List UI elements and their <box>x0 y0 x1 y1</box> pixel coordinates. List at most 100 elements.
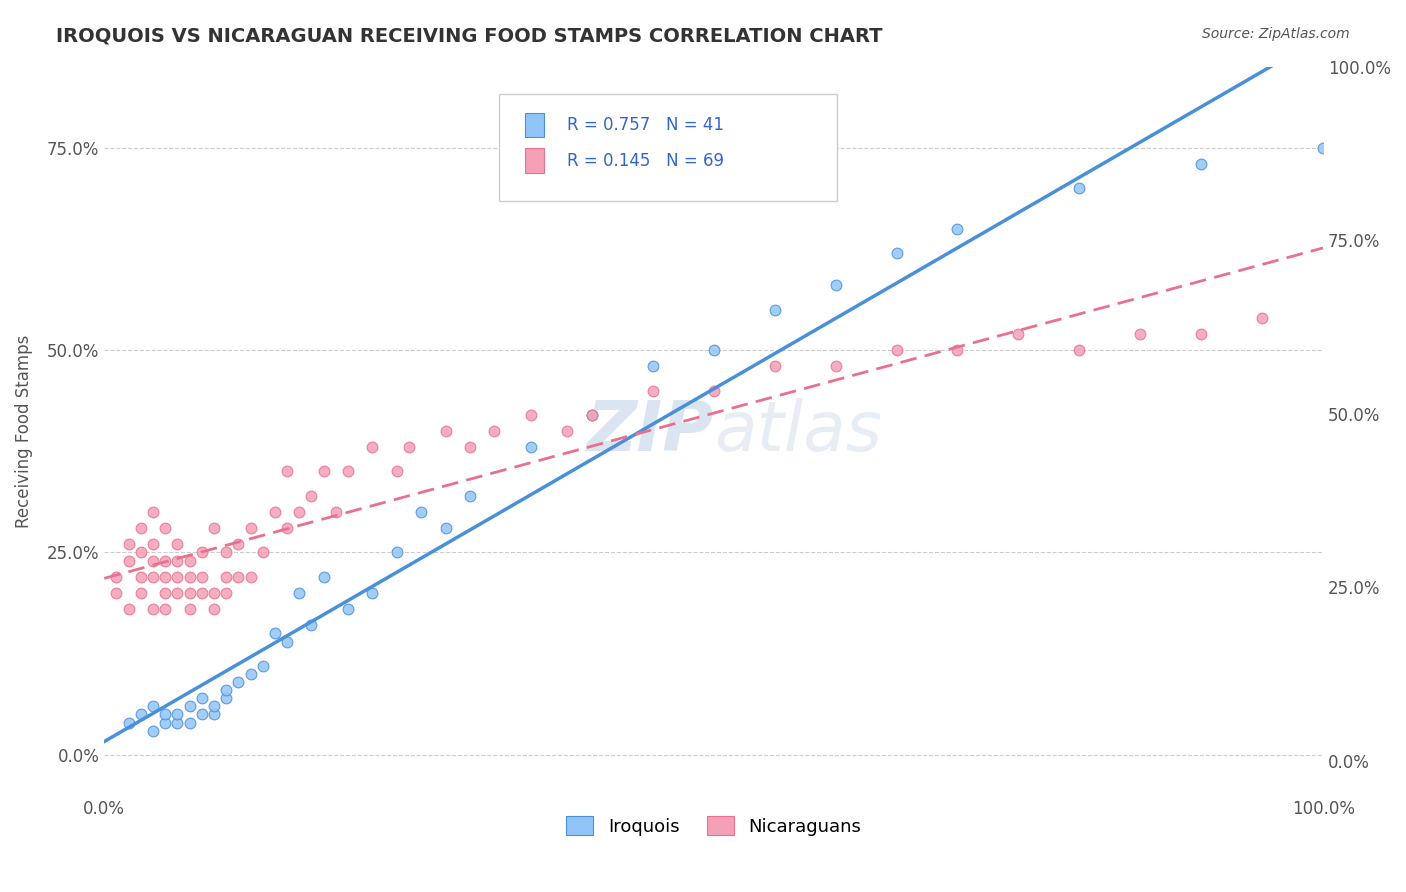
Point <box>191 570 214 584</box>
Point <box>520 440 543 454</box>
Point <box>117 602 139 616</box>
Point <box>228 675 250 690</box>
Point <box>202 521 225 535</box>
Point <box>153 586 176 600</box>
Point <box>239 667 262 681</box>
Point <box>312 570 335 584</box>
Point <box>215 545 238 559</box>
Point <box>179 570 201 584</box>
Point <box>264 505 287 519</box>
Point <box>166 707 188 722</box>
Point <box>179 602 201 616</box>
Point <box>166 553 188 567</box>
Point <box>166 586 188 600</box>
Point <box>202 602 225 616</box>
Point <box>239 570 262 584</box>
Point <box>824 278 846 293</box>
Text: R = 0.757   N = 41: R = 0.757 N = 41 <box>567 116 724 134</box>
Point <box>276 465 298 479</box>
Point <box>179 715 201 730</box>
Point <box>385 465 408 479</box>
Point <box>763 359 786 374</box>
Legend: Iroquois, Nicaraguans: Iroquois, Nicaraguans <box>557 807 870 845</box>
Point <box>105 586 128 600</box>
Point <box>153 715 176 730</box>
Point <box>946 343 969 357</box>
Point <box>641 384 664 398</box>
Point <box>129 521 152 535</box>
Point <box>191 586 214 600</box>
Point <box>252 658 274 673</box>
Text: ZIP: ZIP <box>586 398 714 465</box>
Point <box>361 440 384 454</box>
Point <box>191 545 214 559</box>
Text: atlas: atlas <box>714 398 882 465</box>
Point <box>337 602 360 616</box>
Point <box>142 553 165 567</box>
Point <box>202 586 225 600</box>
Point <box>361 586 384 600</box>
Point <box>142 699 165 714</box>
Point <box>129 545 152 559</box>
Point <box>153 707 176 722</box>
Point <box>252 545 274 559</box>
Point <box>142 723 165 738</box>
Point <box>179 553 201 567</box>
Y-axis label: Receiving Food Stamps: Receiving Food Stamps <box>15 334 32 528</box>
Point <box>581 408 603 422</box>
Text: R = 0.145   N = 69: R = 0.145 N = 69 <box>567 152 724 169</box>
Point <box>824 359 846 374</box>
Point <box>641 359 664 374</box>
Point <box>202 707 225 722</box>
Point <box>1069 181 1091 195</box>
Point <box>129 586 152 600</box>
Point <box>166 715 188 730</box>
Point <box>179 699 201 714</box>
Point <box>105 570 128 584</box>
Point <box>434 521 457 535</box>
Point <box>117 715 139 730</box>
Point <box>337 465 360 479</box>
Point <box>301 618 323 632</box>
Point <box>153 570 176 584</box>
Point <box>458 440 481 454</box>
Point <box>191 707 214 722</box>
Point <box>117 553 139 567</box>
Point <box>301 489 323 503</box>
Point <box>1007 326 1029 341</box>
Point <box>215 586 238 600</box>
Point <box>398 440 420 454</box>
Point <box>153 553 176 567</box>
Point <box>228 537 250 551</box>
Point <box>276 634 298 648</box>
Point <box>202 699 225 714</box>
Text: IROQUOIS VS NICARAGUAN RECEIVING FOOD STAMPS CORRELATION CHART: IROQUOIS VS NICARAGUAN RECEIVING FOOD ST… <box>56 27 883 45</box>
Point <box>557 424 579 438</box>
Point <box>581 408 603 422</box>
Point <box>142 537 165 551</box>
Point <box>1312 140 1334 154</box>
Point <box>703 343 725 357</box>
Point <box>129 570 152 584</box>
Point <box>411 505 433 519</box>
Point <box>1189 326 1212 341</box>
Point <box>166 537 188 551</box>
Point <box>142 505 165 519</box>
Point <box>1129 326 1152 341</box>
Point <box>215 683 238 698</box>
Point <box>288 505 311 519</box>
Point <box>239 521 262 535</box>
Point <box>276 521 298 535</box>
Point <box>129 707 152 722</box>
Point <box>215 570 238 584</box>
Point <box>484 424 506 438</box>
Point <box>1189 157 1212 171</box>
Point <box>153 521 176 535</box>
Text: Source: ZipAtlas.com: Source: ZipAtlas.com <box>1202 27 1350 41</box>
Point <box>179 586 201 600</box>
Point <box>166 570 188 584</box>
Point <box>117 537 139 551</box>
Point <box>325 505 347 519</box>
Point <box>1069 343 1091 357</box>
Point <box>153 602 176 616</box>
